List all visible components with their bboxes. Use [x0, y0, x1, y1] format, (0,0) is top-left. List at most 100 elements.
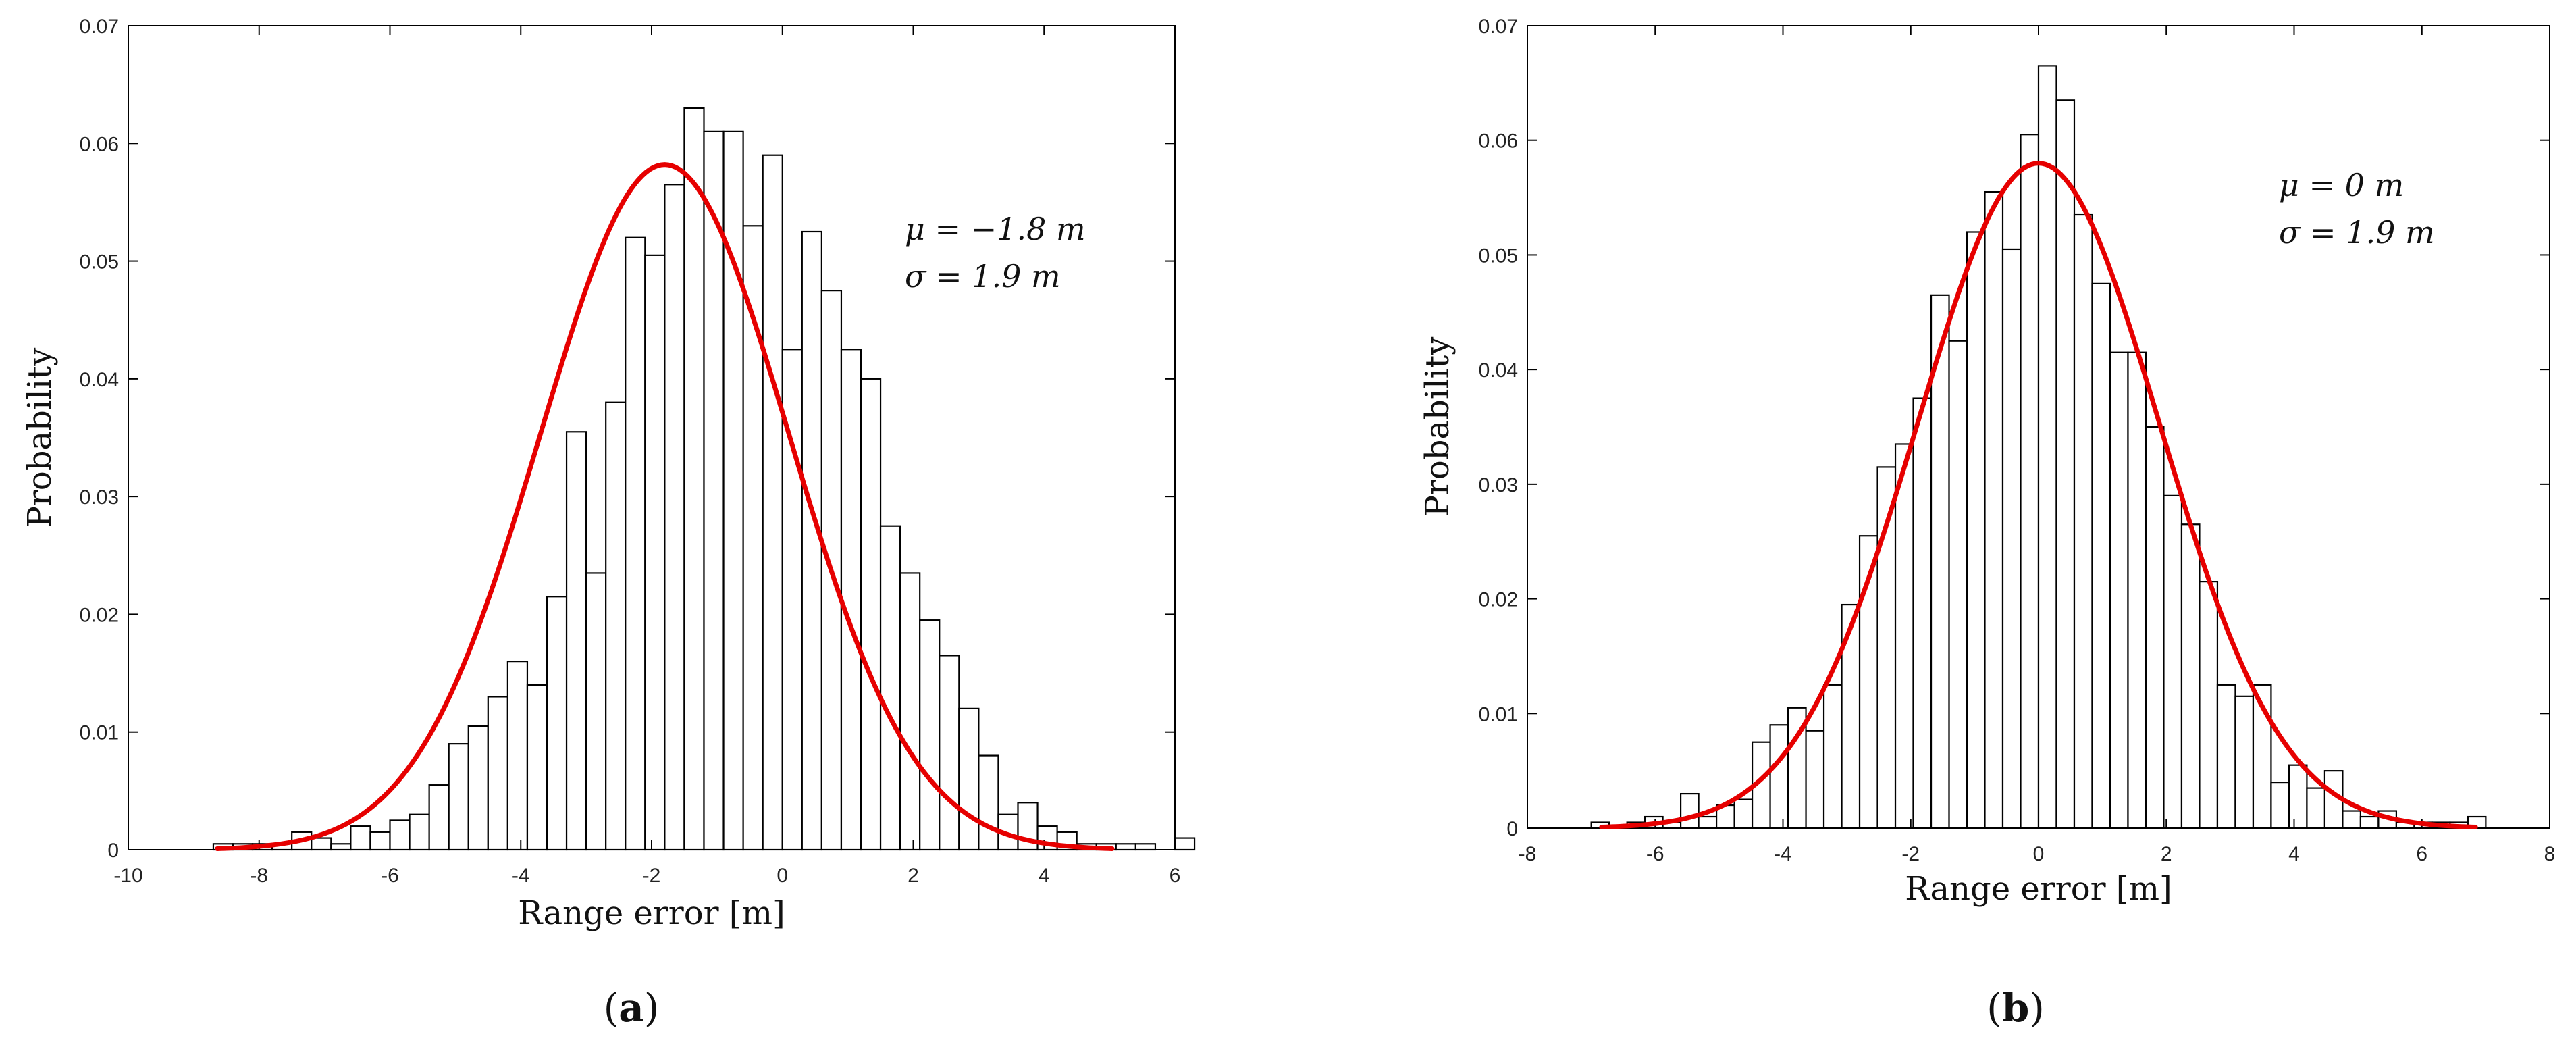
- histogram-bar: [2234, 695, 2255, 829]
- histogram-bar: [664, 184, 685, 851]
- histogram-bar: [1966, 231, 1986, 829]
- histogram-bar: [1174, 837, 1196, 851]
- histogram-bar: [1894, 443, 1914, 829]
- x-tick-label: 0: [2033, 843, 2045, 865]
- y-tick-label: 0.06: [80, 133, 119, 155]
- y-tick-label: 0.04: [80, 369, 119, 391]
- y-tick-label: 0.02: [1479, 589, 1518, 611]
- histogram-bar: [2037, 65, 2057, 829]
- histogram-bar: [1822, 684, 1843, 829]
- caption-open-paren: (: [1987, 985, 2002, 1031]
- histogram-bar: [860, 378, 882, 851]
- annotation-sigma: σ = 1.9 m: [2279, 214, 2435, 251]
- x-axis-label: Range error [m]: [1905, 870, 2172, 908]
- histogram-bar: [467, 725, 489, 851]
- histogram-bar: [2270, 782, 2290, 829]
- y-tick-label: 0.05: [80, 251, 119, 274]
- histogram-bar: [801, 230, 822, 851]
- histogram-bar: [899, 572, 921, 851]
- histogram-bar: [2109, 351, 2129, 829]
- histogram-bar: [2127, 351, 2147, 829]
- normal-fit-curve: [1599, 161, 2478, 829]
- histogram-bar: [644, 254, 666, 851]
- histogram-bar: [2216, 684, 2236, 829]
- histogram-bar: [605, 401, 627, 851]
- x-tick-label: -8: [250, 865, 268, 887]
- x-tick-label: 6: [1169, 865, 1181, 887]
- histogram-bar: [1733, 798, 1754, 829]
- y-tick-label: 0.03: [1479, 474, 1518, 496]
- histogram-bar: [919, 619, 941, 851]
- histogram-bar: [2359, 815, 2380, 829]
- histogram-bar: [2055, 99, 2076, 829]
- caption-letter: b: [2002, 985, 2030, 1031]
- histogram-bar: [2073, 213, 2093, 829]
- y-tick-label: 0.06: [1479, 130, 1518, 153]
- x-tick-label: 6: [2416, 843, 2427, 865]
- histogram-bar: [487, 696, 508, 851]
- y-tick-label: 0.07: [80, 16, 119, 38]
- y-tick-label: 0.02: [80, 604, 119, 626]
- y-tick-label: 0.04: [1479, 359, 1518, 382]
- x-tick-label: -4: [1774, 843, 1792, 865]
- histogram-bar: [2020, 134, 2040, 829]
- x-tick-label: -10: [113, 865, 142, 887]
- histogram-bar: [2180, 523, 2201, 829]
- histogram-bar: [526, 684, 548, 851]
- histogram-bar: [389, 819, 411, 851]
- x-tick-label: -4: [512, 865, 530, 887]
- histogram-bar: [311, 837, 332, 851]
- histogram-bar: [1698, 815, 1718, 829]
- histogram-bar: [625, 236, 646, 851]
- histogram-bar: [2145, 426, 2165, 829]
- histogram-bar: [369, 831, 391, 851]
- y-tick-label: 0.01: [80, 722, 119, 744]
- histogram-bar: [428, 784, 450, 851]
- histogram-bar: [2306, 787, 2326, 829]
- histogram-bar: [1948, 340, 1968, 829]
- x-tick-label: 0: [777, 865, 788, 887]
- y-tick-label: 0: [107, 840, 119, 862]
- chart-panel-a: -10 -8 -6 -4 -2 0 2 4 6 0 0.01 0.02 0.03 0.04 0.05 0.06…: [21, 16, 1196, 1031]
- histogram-bar: [2342, 810, 2362, 829]
- y-tick-label: 0: [1506, 818, 1518, 840]
- histogram-bar: [1769, 724, 1789, 829]
- y-tick-label: 0.01: [1479, 703, 1518, 725]
- x-axis-label: Range error [m]: [518, 894, 785, 932]
- annotation-mu: μ = −1.8 m: [905, 211, 1086, 247]
- histogram-bar: [939, 655, 960, 851]
- histogram-bar: [448, 743, 469, 851]
- panel-caption: (a): [604, 985, 660, 1031]
- histogram-bar: [742, 225, 764, 851]
- histogram-bar: [2001, 248, 2022, 829]
- x-tick-label: -2: [1901, 843, 1920, 865]
- x-tick-label: 8: [2544, 843, 2556, 865]
- histogram-bar: [703, 130, 725, 851]
- histogram-bar: [978, 754, 999, 851]
- y-axis-label: Probability: [21, 348, 59, 528]
- x-tick-label: 2: [908, 865, 919, 887]
- histogram-bar: [1912, 397, 1933, 829]
- histogram-bar: [1134, 843, 1157, 851]
- x-tick-label: 4: [2288, 843, 2300, 865]
- y-tick-label: 0.03: [80, 486, 119, 509]
- x-tick-label: -2: [643, 865, 661, 887]
- histogram-bar: [1984, 190, 2004, 829]
- panel-caption: (b): [1987, 985, 2045, 1031]
- chart-panel-b: -8 -6 -4 -2 0 2 4 6 8 0 0.01 0.02 0.03 0.04 0.05 0.06 0.…: [1419, 16, 2555, 1031]
- x-tick-label: 4: [1039, 865, 1050, 887]
- histogram-bar: [546, 596, 568, 851]
- y-axis-label: Probability: [1419, 337, 1456, 517]
- histogram-bar: [683, 107, 705, 851]
- histogram-bar: [2288, 764, 2308, 829]
- histogram-bar: [840, 349, 862, 851]
- histogram-bar: [2199, 581, 2219, 829]
- caption-close-paren: ): [644, 985, 660, 1031]
- histogram-bar: [350, 825, 371, 851]
- y-tick-label: 0.05: [1479, 245, 1518, 267]
- caption-letter: a: [619, 985, 644, 1031]
- x-tick-label: -6: [381, 865, 399, 887]
- normal-fit-curve: [215, 162, 1115, 851]
- x-tick-label: -8: [1519, 843, 1537, 865]
